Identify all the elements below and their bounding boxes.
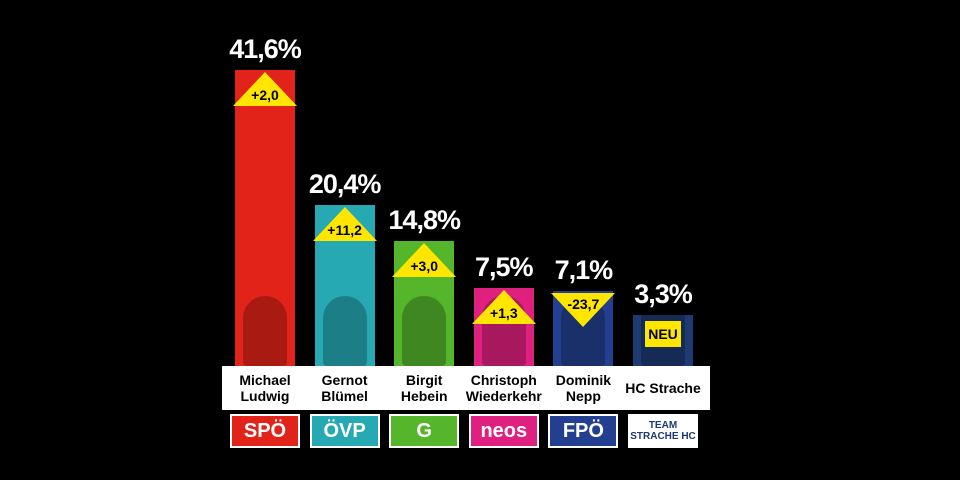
change-marker [312, 207, 377, 242]
portrait [402, 296, 447, 366]
change-label: +11,2 [327, 222, 362, 239]
value-label: 7,5% [475, 252, 534, 282]
value-label: 14,8% [388, 205, 461, 236]
candidate-name: Gernot Blümel [321, 372, 368, 404]
change-marker [471, 290, 536, 324]
party-logo: SPÖ [230, 414, 300, 448]
party-logo: G [389, 414, 460, 448]
candidate-name: Birgit Hebein [400, 372, 448, 404]
candidate-name: Christoph Wiederkehr [465, 372, 542, 404]
change-marker [392, 243, 457, 278]
candidate-name: HC Strache [625, 380, 701, 396]
portrait [322, 296, 367, 366]
party-logo: ÖVP [309, 414, 380, 448]
change-marker [233, 71, 297, 106]
change-shape [551, 292, 616, 327]
party-logo: neos [468, 414, 539, 448]
change-shape [233, 71, 297, 106]
change-label: +2,0 [251, 86, 279, 103]
bar [235, 69, 295, 366]
candidate-name: Dominik Nepp [555, 372, 611, 404]
candidate-name: Michael Ludwig [239, 372, 291, 404]
change-marker [645, 320, 681, 347]
change-shape [645, 320, 681, 347]
value-label: 41,6% [229, 33, 302, 64]
change-label: +3,0 [410, 258, 438, 275]
change-marker [551, 292, 616, 327]
value-label: 3,3% [634, 278, 693, 309]
change-label: +1,3 [489, 305, 518, 321]
change-shape [471, 290, 536, 324]
party-logo: TEAM STRACHE HC [628, 414, 698, 448]
change-label: -23,7 [567, 295, 600, 312]
portrait [243, 296, 287, 366]
change-label: NEU [648, 325, 678, 342]
name-band [222, 366, 710, 410]
change-shape [392, 243, 457, 278]
party-logo: FPÖ [548, 414, 619, 448]
value-label: 20,4% [308, 169, 382, 200]
value-label: 7,1% [554, 254, 614, 285]
change-shape [312, 207, 377, 242]
